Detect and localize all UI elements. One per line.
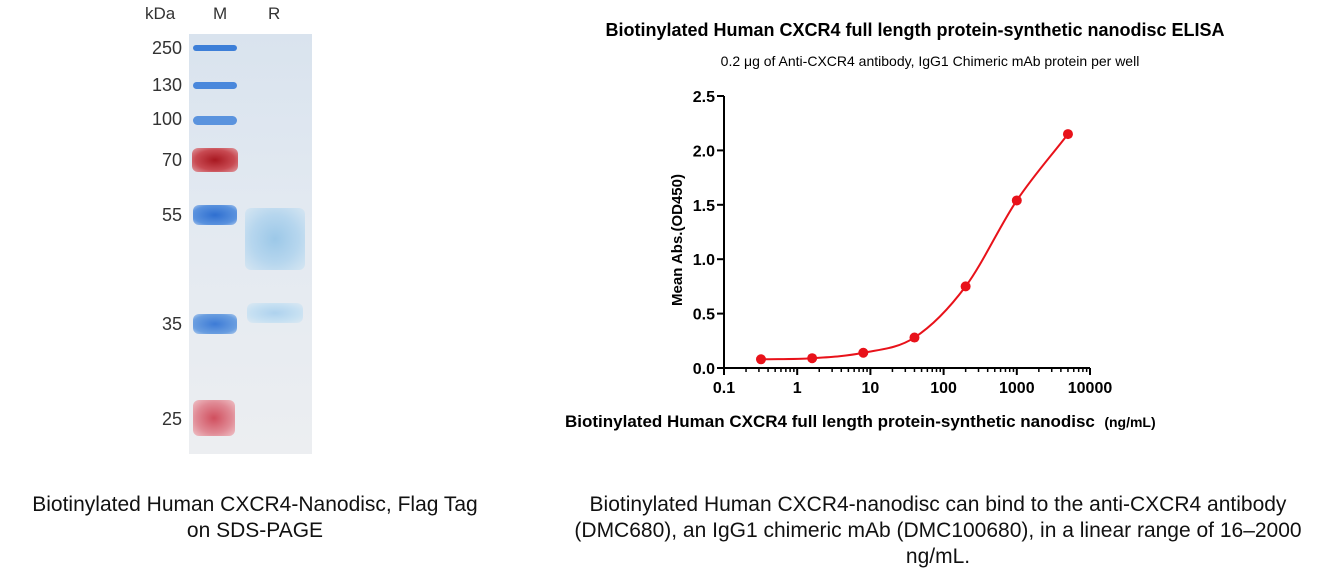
y-tick-label-2: 1.0: [693, 252, 715, 269]
y-tick-label-5: 2.5: [693, 89, 715, 106]
mw-label-35: 35: [161, 314, 182, 334]
lane-sample-label: R: [268, 4, 281, 23]
data-points: [755, 129, 1073, 365]
mw-label-55: 55: [161, 205, 182, 225]
x-tick-label-4: 1000: [999, 380, 1035, 397]
data-point-4: [960, 281, 971, 292]
mw-label-130: 130: [151, 75, 182, 95]
mw-label-70: 70: [161, 150, 182, 170]
gel-unit-label: kDa: [145, 4, 176, 23]
y-tick-label-3: 1.5: [693, 198, 715, 215]
y-axis-label: Mean Abs.(OD450): [669, 174, 686, 306]
x-tick-label-5: 10000: [1068, 380, 1113, 397]
x-tick-label-2: 10: [862, 380, 880, 397]
x-tick-label-1: 1: [793, 380, 802, 397]
gel-caption: Biotinylated Human CXCR4-Nanodisc, Flag …: [32, 493, 478, 542]
marker-band-70: [192, 148, 238, 172]
mw-label-25: 25: [161, 409, 182, 429]
sample-smear: [245, 208, 305, 270]
marker-band-100: [193, 116, 237, 125]
y-tick-label-4: 2.0: [693, 143, 715, 160]
chart-subtitle: 0.2 μg of Anti-CXCR4 antibody, IgG1 Chim…: [720, 53, 1140, 69]
mw-label-100: 100: [151, 109, 182, 129]
data-point-6: [1062, 129, 1073, 140]
data-point-2: [858, 347, 869, 358]
marker-band-55: [193, 205, 237, 225]
chart-title: Biotinylated Human CXCR4 full length pro…: [605, 20, 1225, 40]
chart-caption: Biotinylated Human CXCR4-nanodisc can bi…: [574, 493, 1302, 568]
elisa-chart: 0.0 0.5 1.0 1.5 2.0 2.5 0.1 1 10 100 1000 10000 Mea…: [565, 89, 1156, 431]
x-tick-label-0: 0.1: [713, 380, 735, 397]
data-point-3: [909, 332, 920, 343]
sample-band-lower: [247, 303, 303, 323]
marker-band-250: [193, 45, 237, 51]
y-tick-label-1: 0.5: [693, 307, 715, 324]
x-tick-label-3: 100: [930, 380, 957, 397]
y-tick-label-0: 0.0: [693, 361, 715, 378]
lane-marker-label: M: [213, 4, 228, 23]
chart-axes: [723, 96, 1090, 369]
data-point-1: [807, 353, 818, 364]
data-point-5: [1011, 195, 1022, 206]
marker-band-35: [193, 314, 237, 334]
fit-curve: [760, 133, 1069, 361]
x-axis-label-unit: (ng/mL): [1104, 414, 1155, 430]
marker-band-130: [193, 82, 237, 89]
x-axis-label-main: Biotinylated Human CXCR4 full length pro…: [565, 412, 1095, 431]
chart-ticks: 0.0 0.5 1.0 1.5 2.0 2.5 0.1 1 10 100 1000 10000: [693, 89, 1113, 397]
x-axis-label: Biotinylated Human CXCR4 full length pro…: [565, 412, 1156, 431]
data-point-0: [755, 354, 766, 365]
mw-label-250: 250: [151, 38, 182, 58]
marker-band-25: [193, 400, 235, 436]
